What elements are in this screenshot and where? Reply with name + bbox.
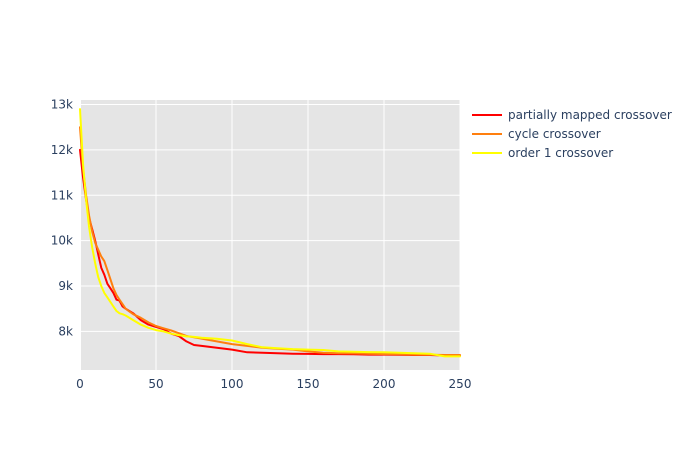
series-line-cycle-crossover[interactable] [79, 126, 461, 356]
legend-item[interactable]: cycle crossover [472, 127, 601, 141]
legend[interactable]: partially mapped crossover cycle crossove… [472, 108, 672, 160]
x-tick-label: 50 [148, 377, 163, 391]
series-lines [79, 108, 461, 358]
x-tick-label: 150 [297, 377, 320, 391]
plot-background [80, 100, 460, 370]
y-tick-label: 10k [51, 234, 73, 248]
grid-lines [79, 100, 461, 370]
y-tick-label: 11k [51, 188, 73, 202]
y-tick-label: 8k [58, 324, 73, 338]
legend-label: partially mapped crossover [508, 108, 672, 122]
x-tick-label: 100 [221, 377, 244, 391]
legend-label: order 1 crossover [508, 146, 613, 160]
legend-item[interactable]: order 1 crossover [472, 146, 613, 160]
legend-label: cycle crossover [508, 127, 601, 141]
y-tick-label: 12k [51, 143, 73, 157]
series-line-order-1-crossover[interactable] [79, 108, 461, 358]
y-axis: 8k 9k 10k 11k 12k 13k [51, 98, 73, 339]
x-tick-label: 0 [76, 377, 84, 391]
y-tick-label: 13k [51, 98, 73, 112]
legend-item[interactable]: partially mapped crossover [472, 108, 672, 122]
y-tick-label: 9k [58, 279, 73, 293]
x-tick-label: 200 [373, 377, 396, 391]
x-axis: 0 50 100 150 200 250 [76, 377, 471, 391]
x-tick-label: 250 [449, 377, 472, 391]
